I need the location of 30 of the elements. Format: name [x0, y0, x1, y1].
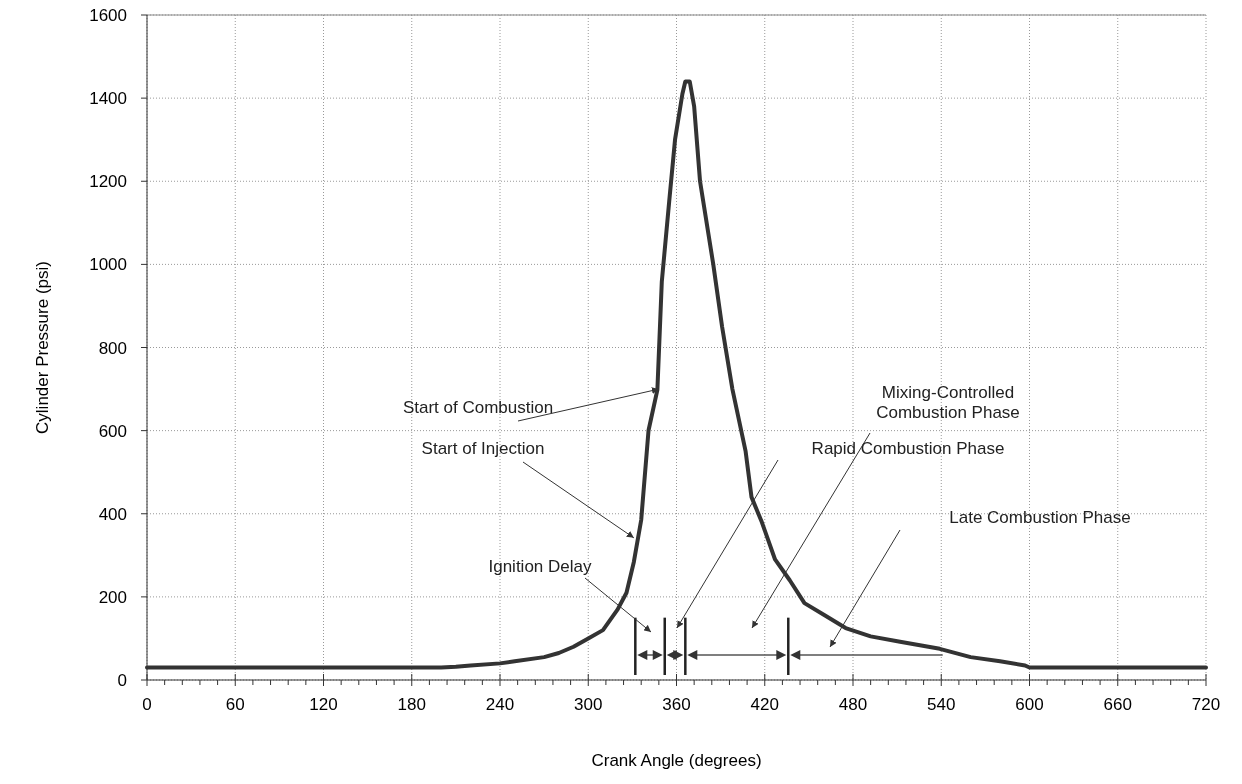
y-axis-title: Cylinder Pressure (psi) [33, 261, 52, 434]
x-tick-label: 360 [662, 695, 691, 714]
x-tick-label: 540 [927, 695, 956, 714]
annotation: Start of Injection [421, 439, 545, 458]
y-tick-label: 1600 [89, 6, 127, 25]
x-tick-label: 0 [142, 695, 152, 714]
annotation: Start of Combustion [402, 398, 554, 417]
x-tick-label: 600 [1015, 695, 1044, 714]
annotation: Mixing-Controlled Combustion Phase [876, 383, 1020, 422]
x-tick-label: 180 [397, 695, 426, 714]
x-tick-label: 240 [485, 695, 515, 714]
x-tick-label: 120 [309, 695, 338, 714]
y-tick-label: 1200 [89, 172, 127, 192]
y-tick-label: 400 [98, 504, 127, 524]
x-tick-label: 60 [225, 695, 245, 714]
y-tick-label: 1000 [89, 255, 127, 275]
x-tick-label: 720 [1191, 695, 1221, 714]
y-tick-label: 600 [98, 421, 127, 441]
annotation: Late Combustion Phase [949, 508, 1131, 527]
y-tick-label: 800 [98, 338, 127, 358]
x-tick-label: 480 [838, 695, 868, 714]
x-tick-label: 420 [750, 695, 779, 714]
y-tick-label: 200 [98, 587, 127, 607]
x-axis-title: Crank Angle (degrees) [591, 751, 762, 770]
x-tick-label: 660 [1103, 695, 1132, 714]
annotation: Rapid Combustion Phase [811, 439, 1005, 458]
x-tick-label: 300 [574, 695, 603, 714]
annotation: Ignition Delay [488, 557, 592, 576]
y-tick-label: 1400 [89, 89, 127, 109]
y-tick-label: 0 [117, 671, 127, 690]
